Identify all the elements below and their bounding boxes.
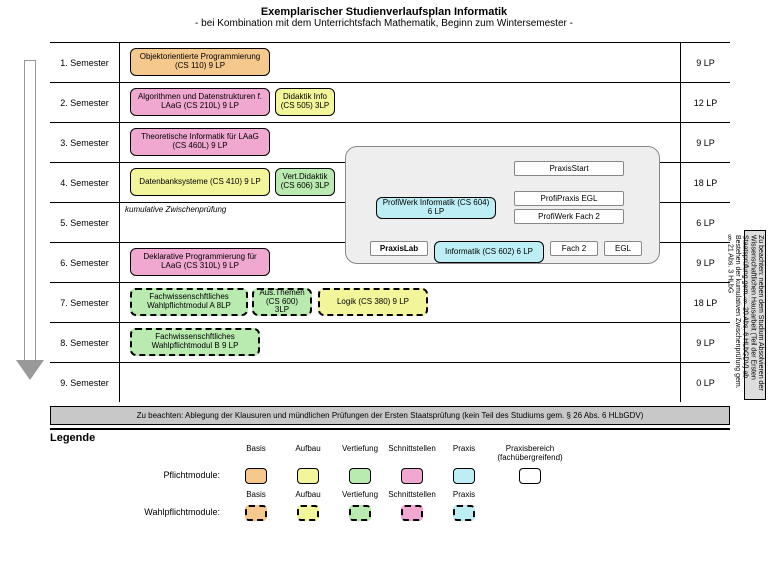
legend-header: Aufbau — [282, 444, 334, 462]
lp-label: 18 LP — [680, 163, 730, 202]
course-box: Theoretische Informatik für LAaG (CS 460… — [130, 128, 270, 156]
legend-header: Praxisbereich (fachübergreifend) — [490, 444, 570, 462]
course-box: Aus.Themen (CS 600) 3LP — [252, 288, 312, 316]
praxis-area: PraxisStart ProfiWerk Informatik (CS 604)… — [345, 146, 660, 264]
page-subtitle: - bei Kombination mit dem Unterrichtsfac… — [0, 18, 768, 33]
semester-label: 7. Semester — [50, 283, 120, 322]
legend-swatch — [349, 505, 371, 521]
study-plan-grid: 1. Semester 9 LP 2. Semester 12 LP 3. Semest… — [50, 42, 730, 402]
praxis-item: PraxisLab — [370, 241, 428, 256]
legend-row-label: Pflichtmodule: — [50, 470, 230, 480]
timeline-arrow — [18, 60, 42, 380]
course-box: Didaktik Info (CS 505) 3LP — [275, 88, 335, 116]
legend-swatch — [401, 505, 423, 521]
legend-header: Praxis — [438, 444, 490, 462]
lp-label: 18 LP — [680, 283, 730, 322]
legend-header: Praxis — [438, 490, 490, 499]
course-box: Vert.Didaktik (CS 606) 3LP — [275, 168, 335, 196]
semester-label: 5. Semester — [50, 203, 120, 242]
course-box: Deklarative Programmierung für LAaG (CS … — [130, 248, 270, 276]
praxis-item: Fach 2 — [550, 241, 598, 256]
semester-label: 3. Semester — [50, 123, 120, 162]
legend-swatch — [453, 468, 475, 484]
legend-swatch — [297, 468, 319, 484]
legend-swatch — [349, 468, 371, 484]
legend-swatch — [401, 468, 423, 484]
praxis-item: EGL — [604, 241, 642, 256]
semester-label: 1. Semester — [50, 43, 120, 82]
semester-label: 2. Semester — [50, 83, 120, 122]
kumulative-note: kumulative Zwischenprüfung — [125, 205, 226, 214]
semester-label: 8. Semester — [50, 323, 120, 362]
legend-header: Aufbau — [282, 490, 334, 499]
legend: Legende BasisAufbauVertiefungSchnittstel… — [50, 428, 730, 521]
lp-label: 9 LP — [680, 123, 730, 162]
legend-swatch — [245, 505, 267, 521]
legend-header: Schnittstellen — [386, 490, 438, 499]
lp-label: 6 LP — [680, 203, 730, 242]
legend-header: Schnittstellen — [386, 444, 438, 462]
legend-swatch — [297, 505, 319, 521]
lp-label: 9 LP — [680, 43, 730, 82]
praxis-item: ProfiWerk Fach 2 — [514, 209, 624, 224]
lp-label: 12 LP — [680, 83, 730, 122]
legend-header: Basis — [230, 490, 282, 499]
semester-label: 6. Semester — [50, 243, 120, 282]
praxis-item: ProfiPraxis EGL — [514, 191, 624, 206]
semester-label: 9. Semester — [50, 363, 120, 402]
course-box: Fachwissenschftliches Wahlpflichtmodul A… — [130, 288, 248, 316]
legend-header: Vertiefung — [334, 444, 386, 462]
legend-swatch — [453, 505, 475, 521]
course-box: Objektorientierte Programmierung (CS 110… — [130, 48, 270, 76]
legend-swatch — [245, 468, 267, 484]
course-box: Algorithmen und Datenstrukturen f. LAaG … — [130, 88, 270, 116]
praxis-item: PraxisStart — [514, 161, 624, 176]
lp-label: 9 LP — [680, 323, 730, 362]
praxis-item: Informatik (CS 602) 6 LP — [434, 241, 544, 263]
course-box: Logik (CS 380) 9 LP — [318, 288, 428, 316]
lp-label: 0 LP — [680, 363, 730, 402]
legend-title: Legende — [50, 432, 730, 444]
praxis-item: ProfiWerk Informatik (CS 604) 6 LP — [376, 197, 496, 219]
footer-note: Zu beachten: Ablegung der Klausuren und … — [50, 406, 730, 425]
page-title: Exemplarischer Studienverlaufsplan Infor… — [0, 0, 768, 18]
legend-swatch — [519, 468, 541, 484]
legend-header: Basis — [230, 444, 282, 462]
semester-label: 4. Semester — [50, 163, 120, 202]
course-box: Fachwissenschftliches Wahlpflichtmodul B… — [130, 328, 260, 356]
legend-header: Vertiefung — [334, 490, 386, 499]
legend-row-label: Wahlpflichtmodule: — [50, 507, 230, 517]
side-note: Zu beachten: neben dem Studium Absolvier… — [744, 230, 766, 400]
lp-label: 9 LP — [680, 243, 730, 282]
course-box: Datenbanksysteme (CS 410) 9 LP — [130, 168, 270, 196]
semester-row: 9. Semester 0 LP — [50, 362, 730, 402]
